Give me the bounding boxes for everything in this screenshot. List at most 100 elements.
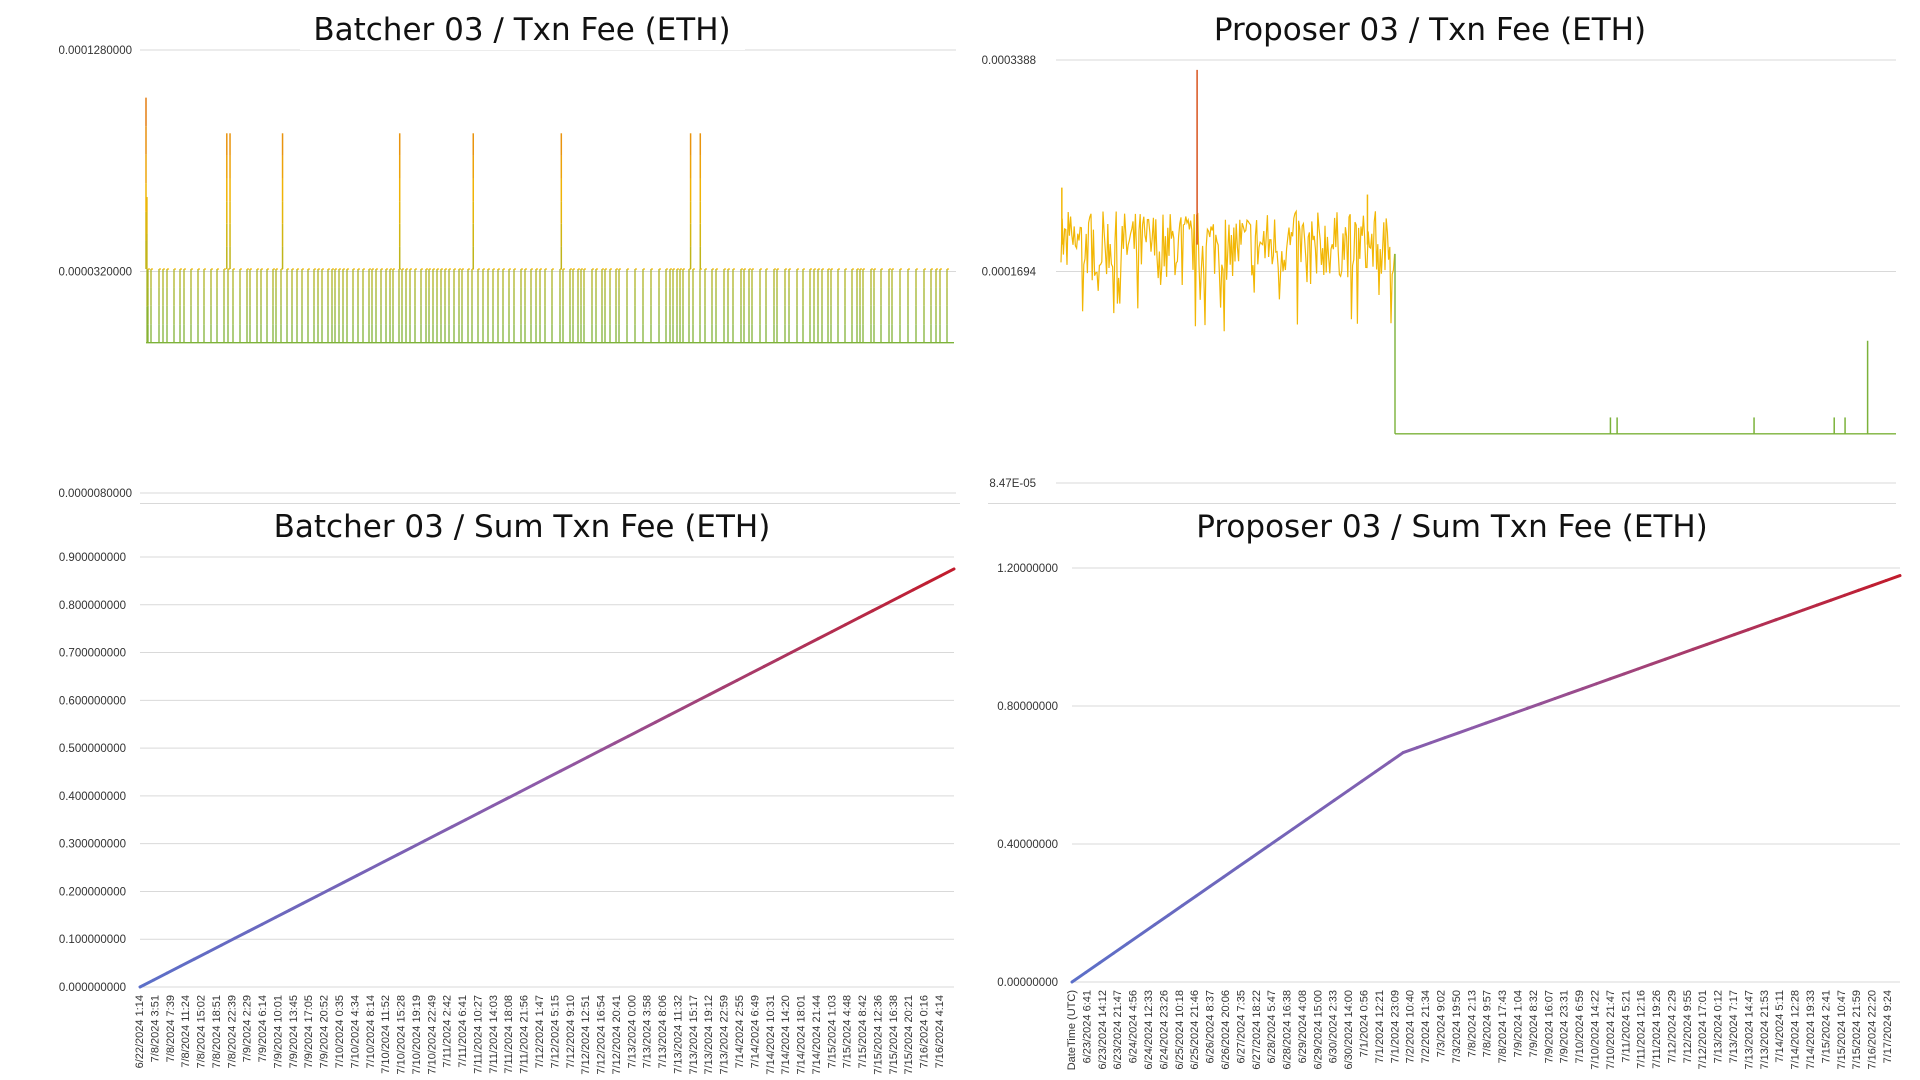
y-tick-label: 0.700000000 — [59, 648, 126, 660]
cumulative-line-segment — [152, 971, 169, 982]
batcher-txn-fee-chart: 0.0001280000 0.0000320000 0.0000080000 Bat… — [58, 6, 960, 504]
x-tick-label: 7/12/2024 9:10 — [565, 995, 577, 1068]
cumulative-line-segment — [274, 908, 291, 919]
cumulative-line-segment — [545, 769, 563, 780]
cumulative-line-segment — [708, 685, 725, 696]
cumulative-line-segment — [762, 658, 780, 668]
x-tick-label: 7/10/2024 19:19 — [411, 995, 423, 1075]
x-tick-label: 7/14/2024 14:20 — [780, 995, 792, 1075]
cumulative-line-segment — [1236, 856, 1253, 869]
x-tick-label: 7/12/2024 20:41 — [611, 995, 623, 1075]
cumulative-line-segment — [1608, 672, 1626, 681]
cumulative-line-segment — [233, 929, 251, 940]
cumulative-line-segment — [1594, 677, 1612, 686]
cumulative-line-segment — [1663, 652, 1681, 661]
x-tick-label: 7/1/2024 23:09 — [1389, 990, 1401, 1063]
cumulative-line-segment — [1884, 574, 1902, 583]
cumulative-line-segment — [884, 595, 902, 606]
x-tick-label: 7/10/2024 11:52 — [380, 995, 392, 1074]
x-tick-label: 7/3/2024 19:50 — [1451, 990, 1463, 1063]
fee-series — [1060, 69, 1896, 435]
x-axis-tick-labels: DateTime (UTC) 6/23/2024 6:41 6/23/2024 14… — [1066, 990, 1894, 1070]
y-tick-label: 0.100000000 — [59, 934, 126, 946]
cumulative-line-segment — [287, 901, 305, 912]
x-tick-label: 7/9/2024 10:01 — [273, 995, 285, 1068]
cumulative-line-segment — [1705, 638, 1723, 646]
x-tick-label: 7/15/2024 8:42 — [857, 995, 869, 1068]
cumulative-line-segment — [1084, 961, 1102, 974]
cumulative-line-segment — [1829, 593, 1847, 602]
x-tick-label: 7/16/2024 0:16 — [919, 995, 931, 1068]
x-tick-label: 6/23/2024 21:47 — [1112, 990, 1124, 1070]
cumulative-line-segment — [1249, 846, 1267, 860]
x-tick-label: 7/12/2024 5:15 — [549, 995, 561, 1068]
cumulative-line-segment — [1167, 904, 1184, 917]
x-tick-label: 7/13/2024 0:12 — [1713, 990, 1725, 1063]
x-tick-label: 7/9/2024 17:05 — [303, 995, 315, 1068]
y-tick-label: 0.200000000 — [59, 886, 126, 898]
cumulative-line-segment — [1125, 932, 1143, 946]
cumulative-line-segment — [1636, 662, 1654, 671]
cumulative-line-segment — [1401, 746, 1419, 755]
x-tick-label: 7/3/2024 9:02 — [1436, 990, 1448, 1057]
cumulative-line-segment — [898, 588, 915, 599]
x-tick-label: 7/2/2024 10:40 — [1405, 990, 1417, 1063]
x-tick-label: 7/13/2024 14:47 — [1743, 990, 1755, 1070]
cumulative-line-segment — [1581, 682, 1598, 691]
cumulative-line-segment — [1567, 687, 1585, 696]
x-tick-label: 7/13/2024 3:58 — [642, 995, 654, 1068]
x-tick-label: 7/9/2024 13:45 — [288, 995, 300, 1068]
x-tick-label: 6/24/2024 23:26 — [1158, 990, 1170, 1070]
panel-divider-top-right — [988, 503, 1896, 504]
x-tick-label: DateTime (UTC) — [1066, 990, 1078, 1070]
cumulative-line-segment — [749, 664, 766, 675]
x-tick-label: 7/15/2024 4:48 — [842, 995, 854, 1068]
x-axis-tick-labels: 6/22/2024 1:14 7/8/2024 3:51 7/8/2024 7:39… — [134, 995, 946, 1075]
x-tick-label: 7/10/2024 22:49 — [426, 995, 438, 1075]
cumulative-line-segment — [1429, 736, 1447, 745]
cumulative-line-segment — [138, 978, 156, 989]
cumulative-line-segment — [1222, 865, 1240, 879]
x-tick-label: 7/8/2024 15:02 — [196, 995, 208, 1068]
cumulative-line-segment — [667, 706, 685, 717]
x-tick-label: 7/8/2024 7:39 — [165, 995, 177, 1062]
cumulative-line-segment — [206, 943, 223, 954]
proposer-txn-fee-chart: 0.0003388 0.0001694 8.47E-05 Proposer 03 /… — [982, 12, 1896, 504]
cumulative-line-segment — [1194, 884, 1212, 898]
cumulative-line-segment — [260, 915, 278, 926]
x-tick-label: 6/26/2024 8:37 — [1205, 990, 1217, 1063]
cumulative-line-segment — [599, 741, 617, 752]
cumulative-line-segment — [464, 811, 481, 822]
y-tick-label: 0.000000000 — [59, 982, 126, 994]
cumulative-line-segment — [816, 630, 834, 641]
cumulative-line-segment — [1374, 760, 1391, 774]
cumulative-line-segment — [423, 832, 440, 843]
x-tick-label: 7/8/2024 11:24 — [180, 995, 192, 1068]
x-tick-label: 7/8/2024 3:51 — [149, 995, 161, 1062]
x-tick-label: 7/12/2024 1:47 — [534, 995, 546, 1068]
cumulative-line-segment — [247, 922, 264, 933]
cumulative-line-segment — [409, 839, 427, 850]
gridlines — [1072, 567, 1900, 983]
x-tick-label: 7/9/2024 1:04 — [1513, 990, 1525, 1057]
x-tick-label: 6/23/2024 6:41 — [1081, 990, 1093, 1063]
x-tick-label: 7/14/2024 5:11 — [1774, 990, 1786, 1063]
cumulative-line-segment — [1277, 827, 1295, 841]
x-tick-label: 7/12/2024 12:51 — [580, 995, 592, 1075]
x-tick-label: 7/10/2024 15:28 — [396, 995, 408, 1075]
x-tick-label: 7/11/2024 12:16 — [1636, 990, 1648, 1069]
y-tick-label: 0.0001280000 — [58, 45, 132, 57]
panel-divider-top-left — [140, 503, 960, 504]
cumulative-line-segment — [830, 623, 847, 634]
cumulative-line-segment — [1346, 779, 1364, 793]
cumulative-line-segment — [586, 748, 603, 759]
cumulative-line-segment — [871, 602, 888, 613]
cumulative-line-segment — [1870, 579, 1888, 587]
x-tick-label: 7/13/2024 19:12 — [703, 995, 715, 1075]
x-tick-label: 7/13/2024 8:06 — [657, 995, 669, 1068]
x-tick-label: 7/11/2024 19:26 — [1651, 990, 1663, 1069]
x-tick-label: 7/11/2024 2:42 — [442, 995, 454, 1068]
cumulative-line-segment — [735, 671, 752, 682]
cumulative-line-segment — [1387, 751, 1405, 764]
